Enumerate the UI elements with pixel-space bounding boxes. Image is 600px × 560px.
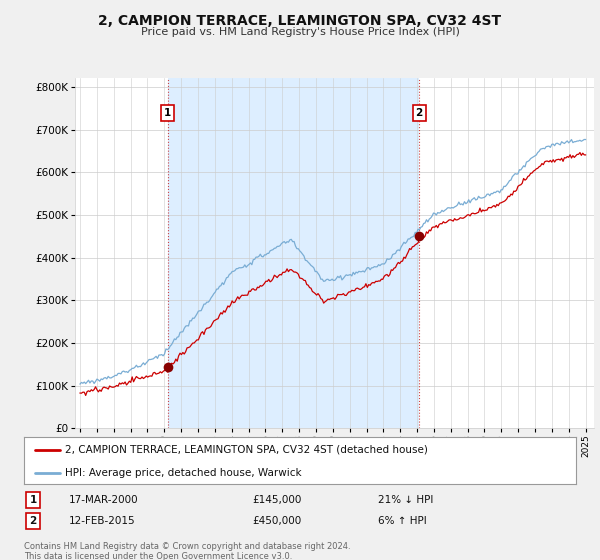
- Text: 2, CAMPION TERRACE, LEAMINGTON SPA, CV32 4ST (detached house): 2, CAMPION TERRACE, LEAMINGTON SPA, CV32…: [65, 445, 428, 455]
- Text: 6% ↑ HPI: 6% ↑ HPI: [378, 516, 427, 526]
- Text: HPI: Average price, detached house, Warwick: HPI: Average price, detached house, Warw…: [65, 468, 302, 478]
- Bar: [168, 78, 419, 428]
- Text: £450,000: £450,000: [252, 516, 301, 526]
- Text: Price paid vs. HM Land Registry's House Price Index (HPI): Price paid vs. HM Land Registry's House …: [140, 27, 460, 37]
- Text: 17-MAR-2000: 17-MAR-2000: [69, 495, 139, 505]
- Text: 21% ↓ HPI: 21% ↓ HPI: [378, 495, 433, 505]
- Text: 2, CAMPION TERRACE, LEAMINGTON SPA, CV32 4ST: 2, CAMPION TERRACE, LEAMINGTON SPA, CV32…: [98, 14, 502, 28]
- Text: 1: 1: [29, 495, 37, 505]
- Text: 2: 2: [29, 516, 37, 526]
- Text: £145,000: £145,000: [252, 495, 301, 505]
- Text: 2: 2: [415, 109, 423, 118]
- Text: 1: 1: [164, 109, 172, 118]
- Text: Contains HM Land Registry data © Crown copyright and database right 2024.
This d: Contains HM Land Registry data © Crown c…: [24, 542, 350, 560]
- Text: 12-FEB-2015: 12-FEB-2015: [69, 516, 136, 526]
